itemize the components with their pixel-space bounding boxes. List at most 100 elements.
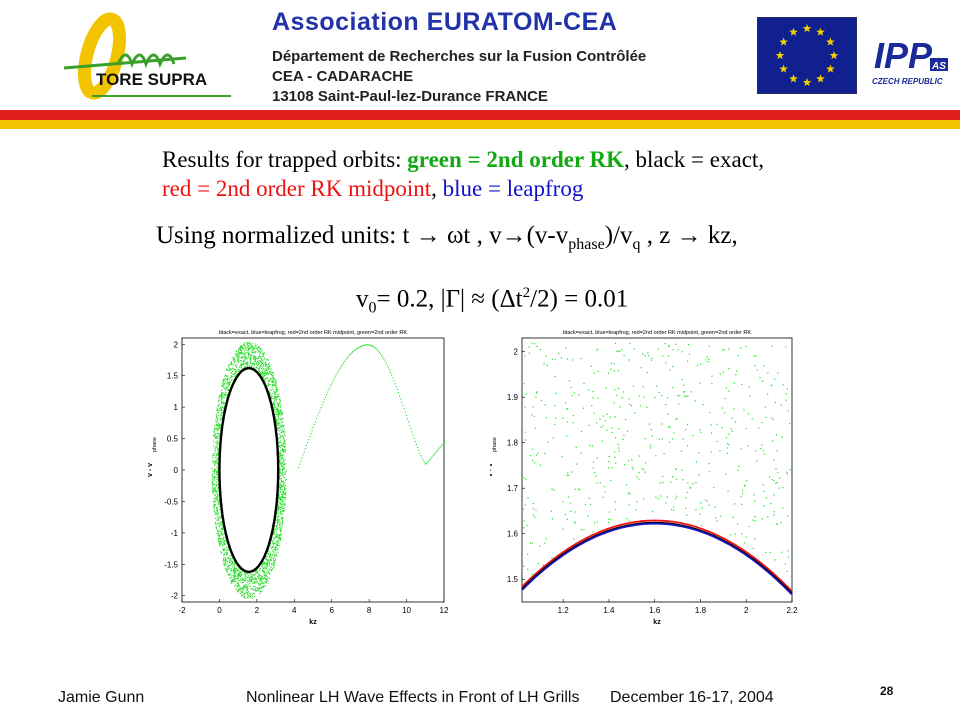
green-point [212, 490, 214, 492]
green-point [787, 556, 790, 558]
green-point [240, 591, 242, 593]
green-point [567, 408, 569, 410]
green-point [280, 477, 282, 479]
plot-title: black=exact, blue=leapfrog, red=2nd orde… [219, 330, 407, 336]
green-point [269, 555, 271, 557]
green-point [566, 435, 568, 437]
green-point [225, 374, 227, 376]
green-point [216, 419, 218, 421]
green-point [279, 460, 281, 462]
green-point [255, 358, 257, 360]
green-point [272, 562, 274, 564]
green-point [279, 485, 281, 487]
green-point [243, 587, 245, 589]
green-point [650, 359, 653, 361]
green-point [566, 421, 568, 423]
green-point [246, 363, 248, 365]
green-point [274, 396, 276, 398]
green-point [221, 390, 223, 392]
green-point [423, 461, 425, 463]
green-point [281, 465, 283, 467]
green-point [279, 538, 281, 540]
green-point [731, 430, 733, 432]
green-point [236, 355, 238, 357]
green-point [569, 502, 572, 504]
green-point [256, 367, 258, 369]
green-point [259, 584, 261, 586]
green-point [547, 441, 549, 443]
green-point [224, 553, 226, 555]
green-point [716, 520, 718, 522]
green-point [234, 364, 236, 366]
green-point [218, 427, 220, 429]
green-point [242, 344, 244, 346]
green-point [227, 566, 229, 568]
green-point [534, 343, 536, 345]
green-point [255, 367, 257, 369]
green-point [279, 411, 281, 413]
green-point [240, 574, 242, 576]
green-point [276, 527, 278, 529]
green-point [265, 370, 267, 372]
green-point [268, 364, 270, 366]
green-point [252, 581, 254, 583]
green-point [218, 423, 220, 425]
green-point [247, 347, 249, 349]
green-point [283, 442, 285, 444]
green-point [265, 585, 267, 587]
green-point [544, 452, 546, 454]
green-point [277, 505, 279, 507]
green-point [246, 349, 248, 351]
green-point [262, 368, 264, 370]
green-point [221, 542, 223, 544]
green-point [280, 435, 282, 437]
green-point [214, 468, 216, 470]
green-point [213, 435, 215, 437]
green-point [263, 563, 265, 565]
green-point [261, 564, 263, 566]
green-point [631, 459, 633, 461]
green-point [280, 528, 282, 530]
green-point [276, 407, 278, 409]
green-point [255, 345, 257, 347]
green-point [632, 468, 634, 470]
green-point [211, 483, 213, 485]
green-point [282, 425, 284, 427]
green-point [591, 405, 593, 407]
x-tick-label: 2.2 [786, 606, 798, 615]
green-point [214, 477, 216, 479]
green-point [255, 363, 257, 365]
green-point [262, 582, 264, 584]
params-sup2: 2 [522, 285, 531, 301]
green-point [216, 513, 218, 515]
green-point [334, 377, 336, 379]
green-point [751, 418, 753, 420]
green-point [258, 357, 260, 359]
green-point [734, 533, 737, 535]
green-point [709, 412, 711, 414]
green-point [576, 463, 578, 465]
green-point [266, 558, 268, 560]
y-tick-label: 1.9 [507, 393, 519, 402]
green-point [600, 426, 602, 429]
green-point [214, 471, 216, 473]
green-point [215, 498, 217, 500]
green-point [219, 419, 221, 421]
green-point [238, 347, 240, 349]
green-point [266, 579, 268, 581]
green-point [285, 493, 287, 495]
green-point [279, 400, 281, 402]
green-point [259, 575, 261, 577]
green-point [212, 485, 214, 487]
green-point [282, 463, 284, 465]
green-point [261, 370, 263, 372]
green-point [216, 499, 218, 501]
green-point [269, 559, 271, 561]
green-point [277, 545, 279, 547]
green-point [223, 533, 225, 535]
green-point [279, 496, 281, 498]
green-point [262, 353, 264, 355]
y-tick-label: 1.7 [507, 484, 519, 493]
green-point [238, 355, 240, 357]
green-point [281, 485, 283, 487]
